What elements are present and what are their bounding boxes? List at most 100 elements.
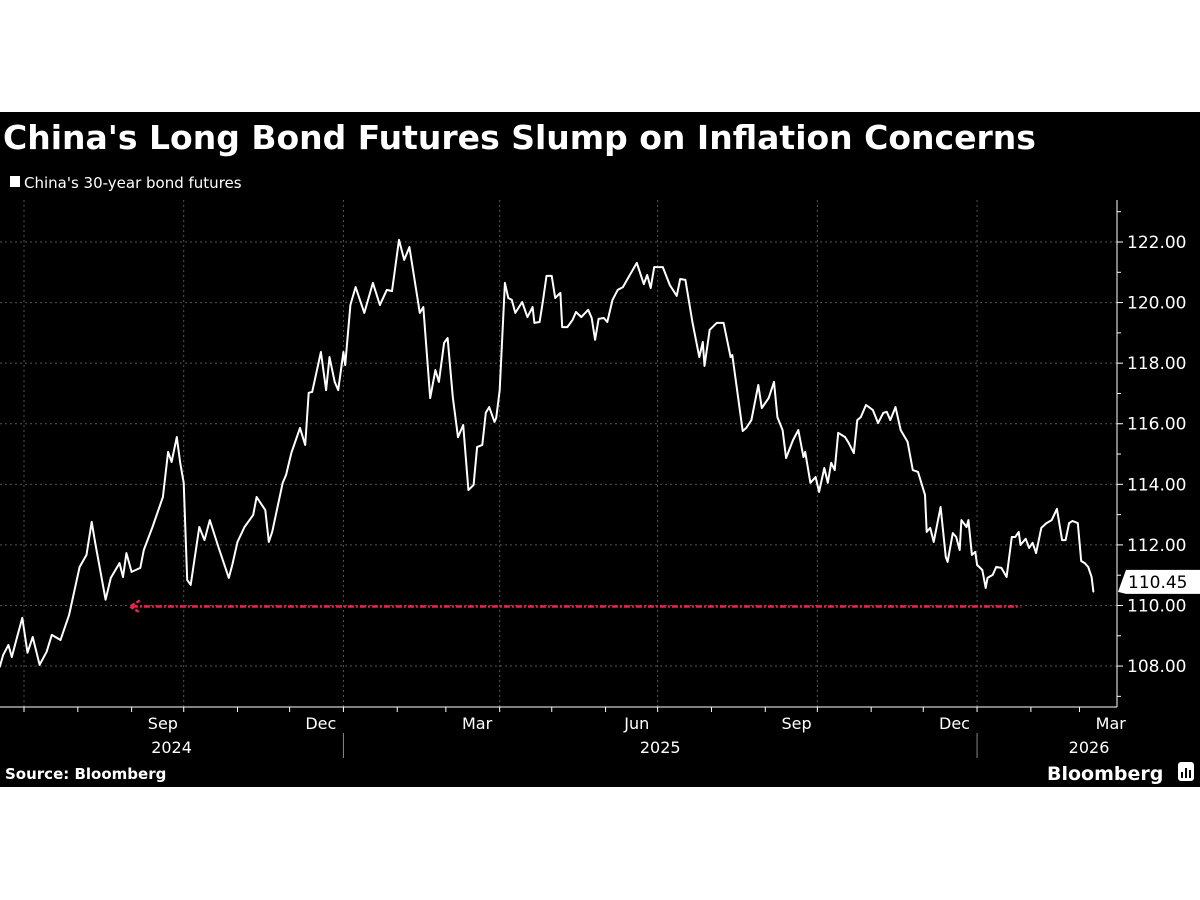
data-point xyxy=(974,551,977,553)
data-point xyxy=(372,282,374,284)
data-point xyxy=(611,299,614,301)
data-point xyxy=(203,539,206,541)
data-point xyxy=(802,456,805,458)
data-point xyxy=(68,614,70,616)
data-point xyxy=(853,452,855,454)
last-value-label: 110.45 xyxy=(1128,573,1187,593)
data-point xyxy=(649,287,652,289)
x-year-label: 2025 xyxy=(640,738,681,757)
data-point xyxy=(1083,562,1086,564)
data-point xyxy=(422,306,425,308)
data-point xyxy=(1019,544,1022,546)
data-point xyxy=(333,381,336,383)
data-point xyxy=(960,519,963,521)
x-month-label: Mar xyxy=(462,714,493,733)
data-point xyxy=(429,397,432,399)
data-point xyxy=(986,577,989,579)
data-point xyxy=(952,532,954,534)
data-point xyxy=(797,429,800,431)
data-point xyxy=(1011,536,1013,538)
data-point xyxy=(965,526,968,528)
data-point xyxy=(255,496,258,498)
data-point xyxy=(1024,538,1027,540)
data-point xyxy=(976,564,978,566)
data-point xyxy=(761,407,763,409)
data-point xyxy=(684,279,687,281)
data-point xyxy=(906,441,909,443)
bloomberg-logo-icon xyxy=(1178,762,1194,781)
data-point xyxy=(946,561,949,563)
data-point xyxy=(182,482,185,484)
data-point xyxy=(715,322,718,324)
data-point xyxy=(337,389,340,391)
data-point xyxy=(493,421,496,423)
data-point xyxy=(391,290,393,292)
x-month-label: Dec xyxy=(939,714,970,733)
x-month-label: Mar xyxy=(1096,714,1127,733)
x-month-label: Sep xyxy=(781,714,811,733)
data-point xyxy=(1017,531,1020,533)
data-point xyxy=(514,312,517,314)
data-point xyxy=(488,406,491,408)
data-point xyxy=(580,316,583,318)
data-point xyxy=(792,439,794,441)
data-point xyxy=(59,639,62,641)
data-point xyxy=(1080,560,1082,562)
chart-title: China's Long Bond Futures Slump on Infla… xyxy=(3,118,1036,157)
data-point xyxy=(457,436,459,438)
data-point xyxy=(7,644,10,646)
data-point xyxy=(179,462,181,464)
data-point xyxy=(125,552,128,554)
data-point xyxy=(485,412,487,414)
data-point xyxy=(773,381,775,383)
data-point xyxy=(894,406,897,408)
x-month-label: Dec xyxy=(305,714,336,733)
data-point xyxy=(507,297,510,299)
data-point xyxy=(643,283,645,285)
y-tick-label: 110.00 xyxy=(1127,596,1186,616)
data-point xyxy=(860,416,862,418)
data-point xyxy=(268,541,270,543)
annotation-arrow xyxy=(127,599,1021,614)
data-point xyxy=(622,286,624,288)
data-point xyxy=(1050,519,1053,521)
data-point xyxy=(2,654,4,656)
data-point xyxy=(285,474,287,476)
data-point xyxy=(446,337,449,339)
data-point xyxy=(162,496,164,498)
data-point xyxy=(443,342,445,344)
data-point xyxy=(1061,539,1063,541)
data-point xyxy=(929,527,931,529)
data-point xyxy=(130,571,133,573)
data-point xyxy=(452,396,454,398)
data-point xyxy=(481,444,484,446)
data-point xyxy=(504,282,506,284)
data-point xyxy=(398,239,400,241)
data-point xyxy=(984,587,987,589)
data-point xyxy=(21,617,24,619)
data-point xyxy=(495,417,498,419)
y-tick-label: 120.00 xyxy=(1127,294,1186,314)
data-point xyxy=(981,569,984,571)
data-point xyxy=(349,304,352,306)
data-point xyxy=(271,531,274,533)
data-point xyxy=(243,526,246,528)
data-point xyxy=(1087,566,1089,568)
data-point xyxy=(991,574,994,576)
data-point xyxy=(228,577,230,579)
data-point xyxy=(945,556,947,558)
data-point xyxy=(167,451,169,453)
data-point xyxy=(542,299,544,301)
data-point xyxy=(971,554,973,556)
data-point xyxy=(26,651,29,654)
data-point xyxy=(104,598,107,601)
data-point xyxy=(939,506,942,508)
x-month-label: Sep xyxy=(148,714,178,733)
data-point xyxy=(856,419,859,421)
y-tick-label: 112.00 xyxy=(1127,536,1186,556)
data-point xyxy=(521,301,523,303)
data-point xyxy=(85,554,88,556)
data-point xyxy=(38,664,41,666)
data-point xyxy=(143,549,145,551)
